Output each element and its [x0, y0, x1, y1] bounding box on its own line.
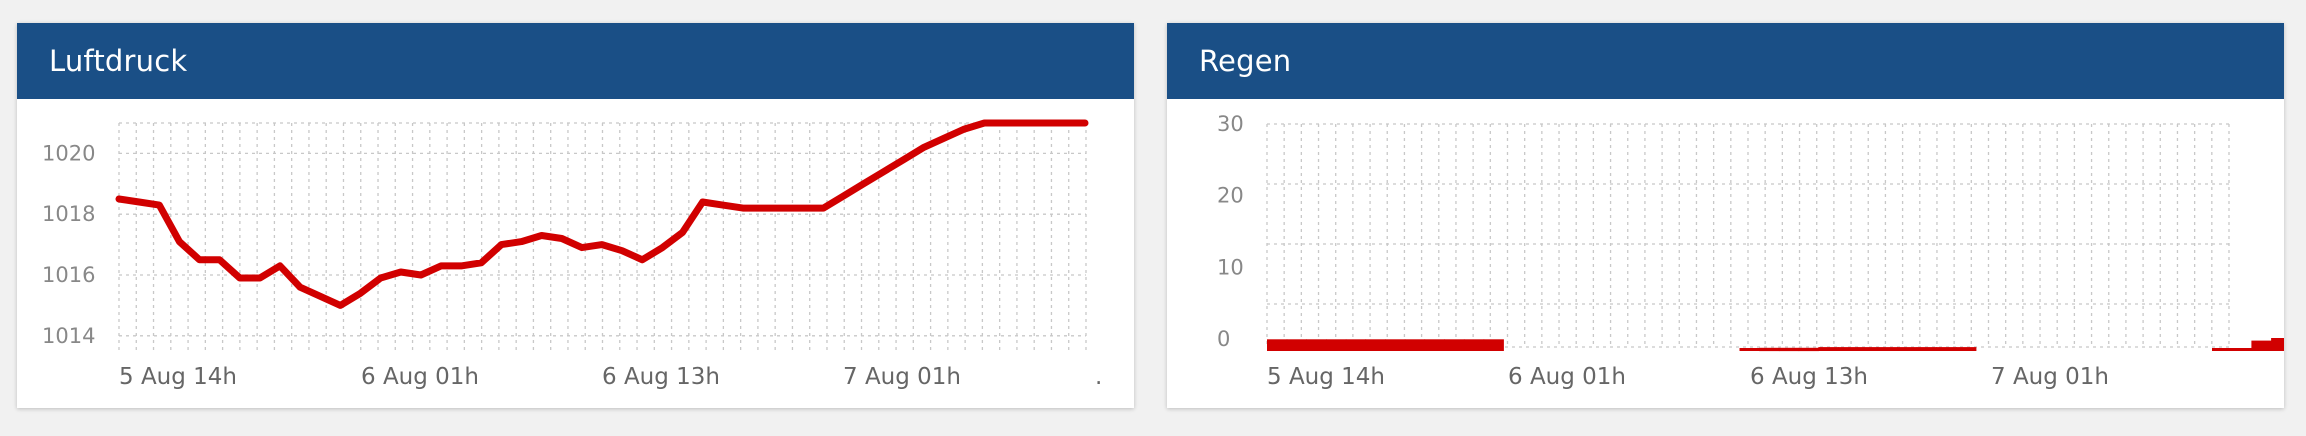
regen-bar	[1483, 339, 1504, 351]
x-tick-label: 5 Aug 14h	[119, 364, 237, 390]
luftdruck-card: Luftdruck 1014 1016 1018 1020 5 Aug 14h 6 Aug…	[17, 23, 1134, 408]
y-tick-label: 30	[1217, 112, 1244, 136]
x-tick-label: 6 Aug 13h	[602, 364, 720, 390]
regen-bar	[2271, 338, 2284, 351]
regen-bar	[1837, 347, 1859, 351]
x-tick-label: 7 Aug 01h	[1991, 364, 2109, 390]
regen-bar	[1759, 347, 1780, 352]
regen-bar	[1778, 347, 1800, 352]
regen-bar	[1877, 347, 1898, 351]
regen-bar	[2251, 340, 2272, 351]
y-tick-label: 0	[1217, 327, 1230, 351]
regen-bar	[1444, 339, 1465, 351]
regen-bar	[1286, 339, 1307, 351]
regen-card: Regen 0 10 20 30 5 Aug 14h 6 Aug 01h 6 Aug 13h…	[1167, 23, 2284, 408]
regen-bar	[1326, 339, 1347, 351]
regen-bar	[1385, 339, 1406, 351]
regen-bar	[1739, 348, 1760, 351]
regen-bar	[2231, 348, 2252, 351]
regen-bar	[1916, 347, 1937, 351]
y-tick-label: 1014	[42, 324, 95, 348]
regen-bar	[1798, 347, 1819, 352]
regen-bar	[1345, 339, 1367, 351]
regen-bar	[2212, 348, 2233, 351]
regen-bar	[1857, 347, 1878, 351]
y-tick-label: 20	[1217, 184, 1244, 208]
regen-card-header: Regen	[1167, 23, 2284, 99]
regen-bar	[1818, 347, 1839, 351]
y-tick-label: 1016	[42, 263, 95, 287]
y-tick-label: 1018	[42, 202, 95, 226]
regen-bar	[1306, 339, 1327, 351]
luftdruck-chart: 1014 1016 1018 1020 5 Aug 14h 6 Aug 01h 6 Aug …	[42, 119, 1102, 390]
regen-bar	[1463, 339, 1485, 351]
regen-bar	[1956, 347, 1977, 351]
regen-bar	[1424, 339, 1445, 351]
y-tick-label: 10	[1217, 255, 1244, 279]
x-tick-label: .	[1095, 364, 1102, 390]
x-tick-label: 5 Aug 14h	[1267, 364, 1385, 390]
y-tick-label: 1020	[42, 141, 95, 165]
regen-bar	[1897, 347, 1918, 351]
regen-bar	[1365, 339, 1386, 351]
x-tick-label: 6 Aug 13h	[1750, 364, 1868, 390]
x-tick-label: 6 Aug 01h	[1508, 364, 1626, 390]
regen-chart: 0 10 20 30 5 Aug 14h 6 Aug 01h 6 Aug 13h 7 Aug …	[1217, 112, 2284, 390]
regen-title: Regen	[1199, 44, 1292, 78]
regen-bar	[1404, 339, 1426, 351]
regen-bar	[1267, 339, 1288, 351]
regen-bar	[1936, 347, 1957, 351]
luftdruck-title: Luftdruck	[49, 44, 188, 78]
x-tick-label: 6 Aug 01h	[361, 364, 479, 390]
luftdruck-series-line	[115, 119, 1089, 309]
luftdruck-card-header: Luftdruck	[17, 23, 1134, 99]
x-tick-label: 7 Aug 01h	[843, 364, 961, 390]
